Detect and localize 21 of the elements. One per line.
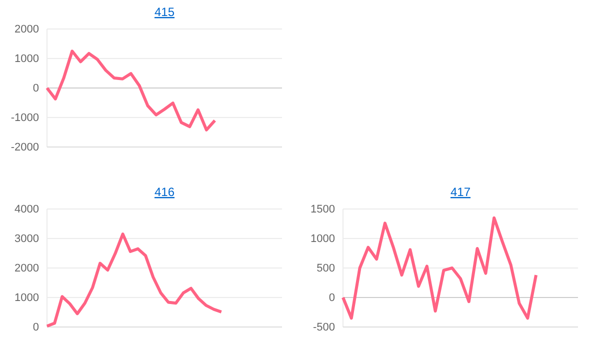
y-tick-label: 1000 <box>14 53 39 66</box>
y-tick-label: 2000 <box>14 262 39 275</box>
chart-title: 417 <box>450 185 471 199</box>
y-tick-label: -2000 <box>10 142 39 154</box>
line-series <box>46 232 223 328</box>
chart-title: 415 <box>154 5 175 19</box>
y-tick-label: 1000 <box>310 233 335 246</box>
y-tick-label: 2000 <box>14 24 39 36</box>
y-tick-label: 0 <box>32 82 39 95</box>
chart-title: 416 <box>154 185 175 199</box>
y-tick-label: 1000 <box>14 292 39 304</box>
y-tick-label: -1000 <box>10 112 39 124</box>
y-tick-label: 4000 <box>14 204 39 216</box>
y-tick-label: 3000 <box>14 233 39 246</box>
y-tick-label: -500 <box>312 322 335 334</box>
line-series <box>342 216 538 320</box>
y-tick-label: 500 <box>316 262 335 275</box>
y-tick-label: 0 <box>32 322 39 334</box>
y-tick-label: 0 <box>328 292 335 304</box>
line-series <box>46 50 216 132</box>
y-tick-label: 1500 <box>310 204 335 216</box>
